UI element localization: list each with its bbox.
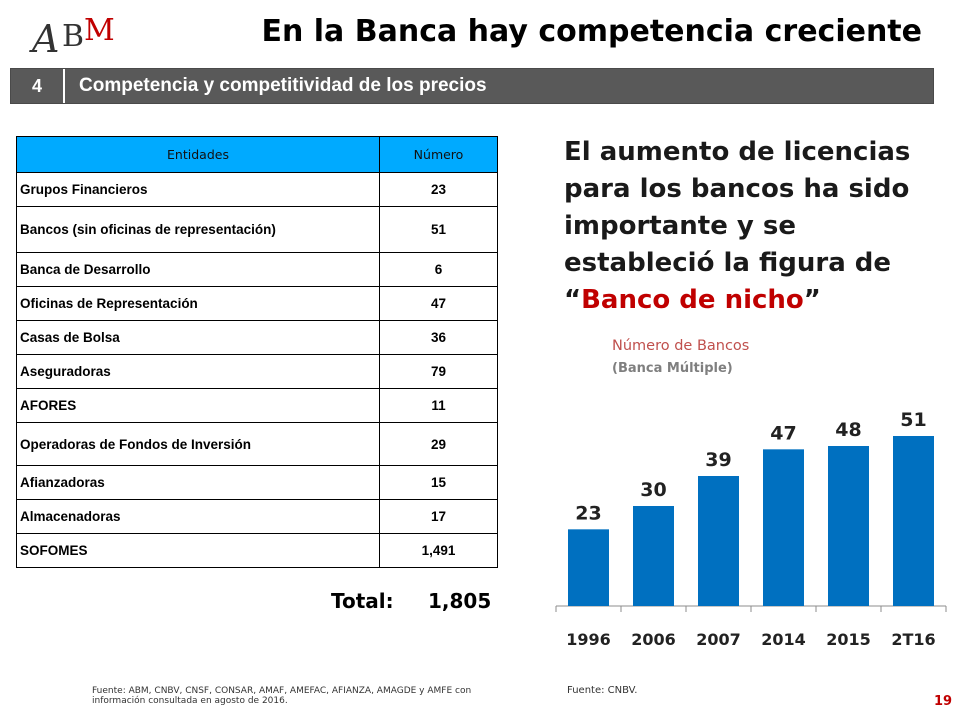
entity-cell: Grupos Financieros: [16, 172, 380, 207]
chart-subtitle: (Banca Múltiple): [612, 361, 733, 376]
number-cell: 29: [379, 422, 498, 466]
data-label: 47: [770, 422, 796, 444]
table-row: Banca de Desarrollo 6: [16, 252, 498, 287]
x-tick-label: 2007: [696, 630, 741, 649]
bar: [568, 529, 609, 606]
headline-highlight: Banco de nicho: [581, 285, 804, 315]
entity-cell: AFORES: [16, 388, 380, 423]
entity-cell: Banca de Desarrollo: [16, 252, 380, 287]
number-cell: 36: [379, 320, 498, 355]
svg-text:B: B: [62, 19, 84, 54]
number-cell: 6: [379, 252, 498, 287]
source-note-right: Fuente: CNBV.: [567, 685, 638, 696]
table-header-row: Entidades Número: [16, 136, 498, 173]
headline-closing-quote: ”: [803, 285, 821, 315]
bar: [698, 476, 739, 606]
section-label: Competencia y competitividad de los prec…: [79, 75, 487, 96]
x-tick-label: 2006: [631, 630, 676, 649]
table-row: Oficinas de Representación 47: [16, 286, 498, 321]
section-bar: 4 Competencia y competitividad de los pr…: [10, 68, 934, 104]
bank-count-bar-chart: 23 1996 30 2006 39 2007 47 2014 48 2015 51 2T16: [555, 409, 947, 649]
entity-cell: Oficinas de Representación: [16, 286, 380, 321]
headline: El aumento de licencias para los bancos …: [564, 134, 944, 319]
data-label: 48: [835, 419, 861, 441]
bar: [828, 446, 869, 606]
page-title: En la Banca hay competencia creciente: [261, 14, 922, 49]
entities-table: Entidades Número Grupos Financieros 23 B…: [16, 136, 498, 568]
table-row: Bancos (sin oficinas de representación) …: [16, 206, 498, 253]
x-tick-label: 2014: [761, 630, 806, 649]
entity-cell: Casas de Bolsa: [16, 320, 380, 355]
entity-cell: Afianzadoras: [16, 465, 380, 500]
total-label: Total:: [331, 589, 394, 613]
table-row: AFORES 11: [16, 388, 498, 423]
data-label: 51: [900, 409, 926, 431]
table-row: Aseguradoras 79: [16, 354, 498, 389]
table-row: Casas de Bolsa 36: [16, 320, 498, 355]
data-label: 23: [575, 502, 601, 524]
number-cell: 79: [379, 354, 498, 389]
svg-text:A: A: [29, 17, 59, 61]
number-cell: 17: [379, 499, 498, 534]
section-number: 4: [11, 69, 65, 103]
table-row: Afianzadoras 15: [16, 465, 498, 500]
x-tick-label: 2T16: [891, 630, 935, 649]
number-cell: 23: [379, 172, 498, 207]
data-label: 30: [640, 479, 666, 501]
column-header-entidades: Entidades: [16, 136, 380, 173]
entity-cell: SOFOMES: [16, 533, 380, 568]
data-label: 39: [705, 449, 731, 471]
abm-logo: A B M: [29, 13, 115, 61]
bar: [893, 436, 934, 606]
table-row: SOFOMES 1,491: [16, 533, 498, 568]
table-row: Operadoras de Fondos de Inversión 29: [16, 422, 498, 466]
entity-cell: Almacenadoras: [16, 499, 380, 534]
x-tick-label: 2015: [826, 630, 871, 649]
svg-text:M: M: [84, 13, 115, 48]
table-row: Almacenadoras 17: [16, 499, 498, 534]
page-number: 19: [934, 694, 953, 709]
column-header-numero: Número: [379, 136, 498, 173]
x-tick-label: 1996: [566, 630, 611, 649]
total-value: 1,805: [428, 589, 492, 613]
number-cell: 15: [379, 465, 498, 500]
number-cell: 1,491: [379, 533, 498, 568]
entity-cell: Operadoras de Fondos de Inversión: [16, 422, 380, 466]
number-cell: 11: [379, 388, 498, 423]
source-note-left: Fuente: ABM, CNBV, CNSF, CONSAR, AMAF, A…: [92, 686, 472, 706]
entity-cell: Aseguradoras: [16, 354, 380, 389]
number-cell: 51: [379, 206, 498, 253]
headline-text: El aumento de licencias para los bancos …: [564, 137, 911, 315]
chart-title: Número de Bancos: [612, 338, 750, 354]
bar: [763, 449, 804, 606]
entity-cell: Bancos (sin oficinas de representación): [16, 206, 380, 253]
table-row: Grupos Financieros 23: [16, 172, 498, 207]
bar: [633, 506, 674, 606]
number-cell: 47: [379, 286, 498, 321]
